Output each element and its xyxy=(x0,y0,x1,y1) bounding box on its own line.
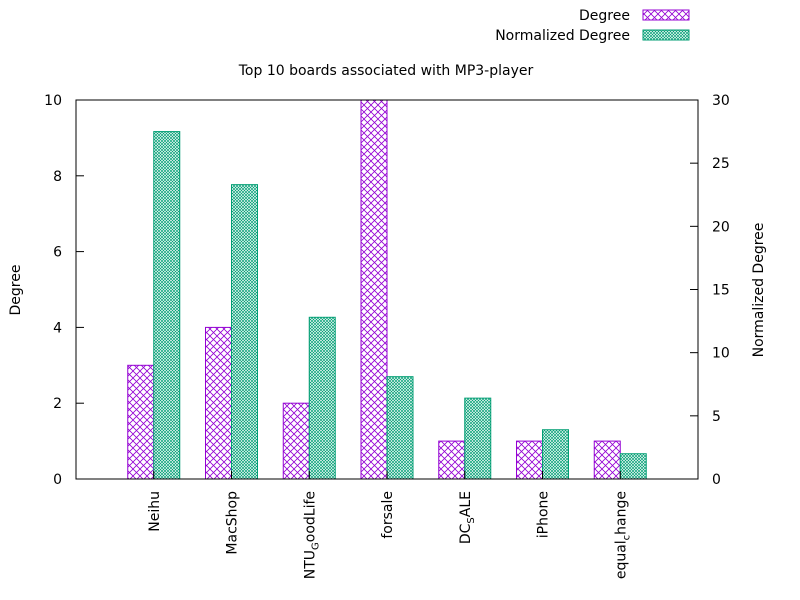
y-tick-label: 8 xyxy=(53,169,62,185)
bar-degree-0 xyxy=(127,364,155,480)
y2-axis-title: Normalized Degree xyxy=(751,223,767,358)
legend: Degree Normalized Degree xyxy=(495,8,690,44)
y2-tick-label: 20 xyxy=(712,219,730,235)
bar-normalized-degree-0 xyxy=(153,131,181,480)
bars-group xyxy=(127,99,647,480)
legend-swatch xyxy=(642,29,690,41)
x-tick-label: iPhone xyxy=(536,491,552,538)
y-tick-label: 2 xyxy=(53,396,62,412)
bar-degree-1 xyxy=(205,326,232,480)
y2-tick-label: 10 xyxy=(712,346,730,362)
bar-degree-2 xyxy=(282,402,310,480)
bar-degree-6 xyxy=(593,440,621,480)
legend-label: Degree xyxy=(579,8,630,24)
y2-tick-label: 0 xyxy=(712,472,721,488)
x-tick-label: MacShop xyxy=(225,491,241,555)
bar-normalized-degree-6 xyxy=(619,453,647,480)
bar-degree-3 xyxy=(360,99,388,480)
legend-label: Normalized Degree xyxy=(495,28,630,44)
y-tick-label: 0 xyxy=(53,472,62,488)
bar-normalized-degree-4 xyxy=(464,397,492,480)
y-tick-label: 10 xyxy=(44,93,62,109)
y-axis-title: Degree xyxy=(8,265,24,316)
x-tick-label: DCSALE xyxy=(458,491,477,544)
ticks-group: 0 2 4 6 8 10 0 5 10 15 20 25 30 Neihu MacShop NTUGoodLi… xyxy=(44,93,730,579)
x-tick-label: Neihu xyxy=(147,491,163,532)
bar-degree-4 xyxy=(438,440,466,480)
bar-normalized-degree-5 xyxy=(542,429,569,480)
x-tick-label: NTUGoodLife xyxy=(302,491,321,579)
y2-tick-label: 25 xyxy=(712,156,730,172)
y2-tick-label: 30 xyxy=(712,93,730,109)
chart-title: Top 10 boards associated with MP3-player xyxy=(238,63,534,79)
bar-normalized-degree-3 xyxy=(386,376,414,480)
x-tick-label: forsale xyxy=(380,491,396,539)
y2-tick-label: 5 xyxy=(712,409,721,425)
y-tick-label: 4 xyxy=(53,320,62,336)
bar-normalized-degree-1 xyxy=(231,184,258,480)
bar-normalized-degree-2 xyxy=(308,316,336,480)
y2-tick-label: 15 xyxy=(712,283,730,299)
legend-swatch xyxy=(642,9,690,21)
x-tick-label: equalchange xyxy=(613,491,632,579)
bar-degree-5 xyxy=(516,440,543,480)
y-tick-label: 6 xyxy=(53,245,62,261)
